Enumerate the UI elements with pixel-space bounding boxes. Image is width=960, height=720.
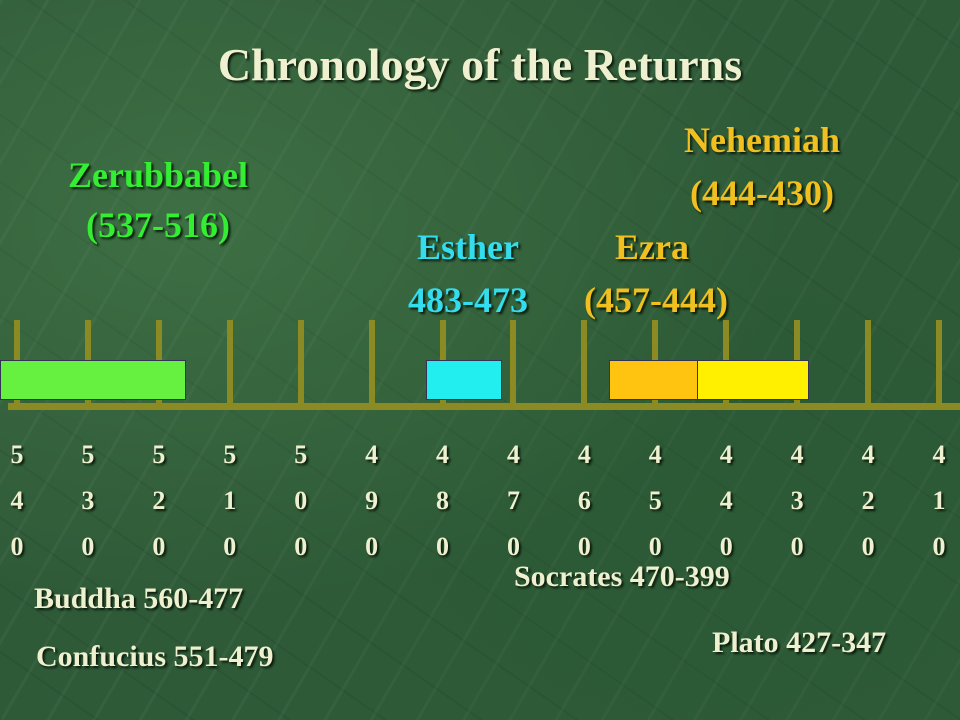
contemporary: Plato 427-347 (712, 626, 887, 659)
group-name: Zerubbabel (67, 155, 249, 195)
tick-label: 410 (932, 440, 946, 561)
group-name: Nehemiah (684, 120, 840, 160)
group-range: (537-516) (86, 205, 230, 245)
tick-label: 540 (10, 440, 24, 561)
tick-label: 450 (648, 440, 662, 561)
timeline-axis (8, 403, 960, 410)
group-range: 483-473 (408, 280, 528, 320)
contemporary: Socrates 470-399 (514, 560, 730, 593)
group-name: Ezra (615, 227, 689, 267)
ezra-bar (609, 360, 699, 400)
tick-line (865, 320, 872, 410)
nehemiah-bar (697, 360, 809, 400)
tick-line (368, 320, 375, 410)
tick-label: 520 (152, 440, 166, 561)
group-range: (457-444) (584, 280, 728, 320)
contemporary: Buddha 560-477 (34, 582, 244, 615)
tick-label: 430 (790, 440, 804, 561)
tick-label: 480 (436, 440, 450, 561)
tick-label: 470 (506, 440, 520, 561)
tick-label: 510 (223, 440, 237, 561)
zerubbabel-bar (0, 360, 186, 400)
tick-line (226, 320, 233, 410)
group-name: Esther (417, 227, 519, 267)
tick-line (297, 320, 304, 410)
tick-label: 530 (81, 440, 95, 561)
tick-line (510, 320, 517, 410)
tick-label: 420 (861, 440, 875, 561)
tick-label: 440 (719, 440, 733, 561)
tick-label: 490 (365, 440, 379, 561)
tick-label: 500 (294, 440, 308, 561)
group-range: (444-430) (690, 173, 834, 213)
esther-bar (426, 360, 502, 400)
contemporary: Confucius 551-479 (36, 640, 274, 673)
tick-label: 460 (577, 440, 591, 561)
tick-line (936, 320, 942, 410)
tick-line (581, 320, 588, 410)
title: Chronology of the Returns (217, 39, 743, 90)
